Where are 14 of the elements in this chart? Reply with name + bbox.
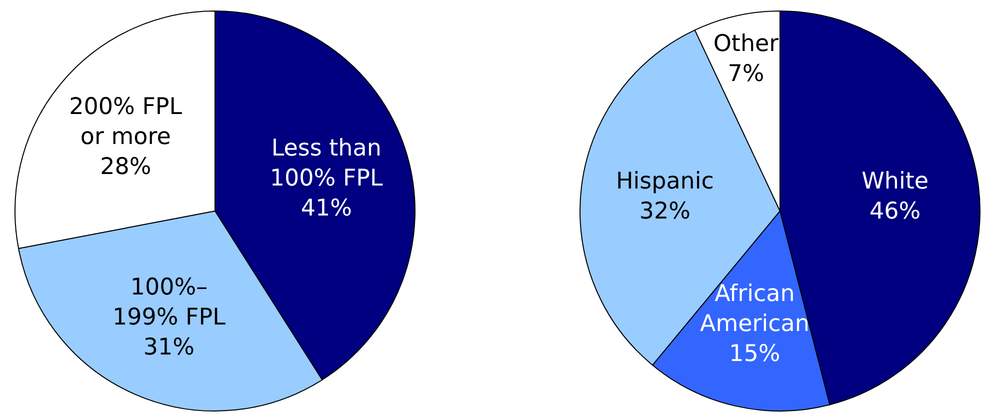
slice-label: White [862,168,929,194]
data-label: 41% [300,196,352,222]
slice-label: Hispanic [616,168,714,194]
slice-label: Less than 100% FPL [270,136,384,192]
slice-label: Other [713,30,780,57]
data-label: 46% [870,198,921,224]
slice-label: 200% FPL or more [69,94,182,150]
slice-label: 100%– 199% FPL [112,274,226,330]
data-label: 28% [100,154,152,180]
data-label: 7% [728,60,764,87]
data-label: 31% [143,334,194,360]
slice-label: African American [700,281,810,338]
data-label: 32% [639,198,690,224]
data-label: 15% [729,341,780,368]
